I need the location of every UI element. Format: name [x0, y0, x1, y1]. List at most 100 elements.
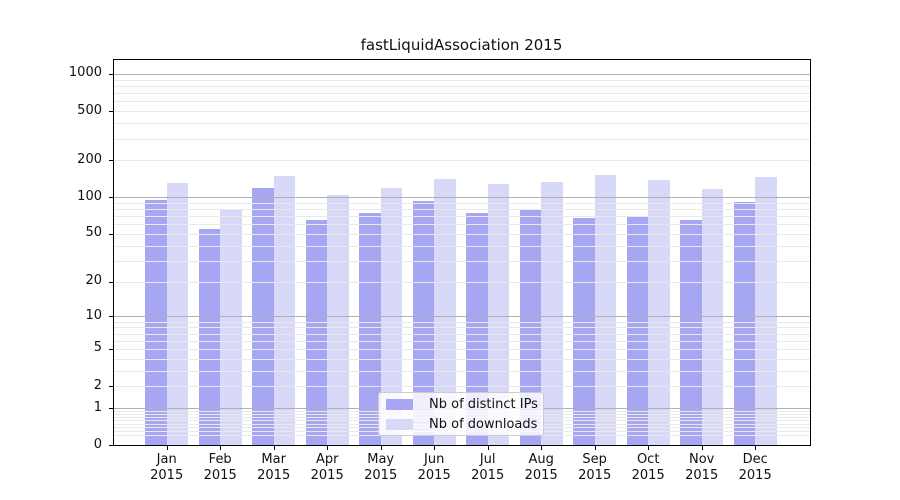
x-tick-month: Feb [208, 452, 232, 468]
x-tick-month: Dec [742, 452, 768, 468]
y-tick-label: 2 [93, 377, 102, 393]
y-tick-mark [109, 281, 113, 283]
y-tick-label: 10 [85, 307, 102, 323]
bar-downloads-mar [273, 175, 296, 446]
legend-label-distinct-ips: Nb of distinct IPs [429, 396, 538, 412]
x-tick-label: Jun 2015 [407, 452, 461, 484]
bar-distinct-ips-aug [519, 209, 542, 446]
legend-item-distinct-ips: Nb of distinct IPs [386, 396, 538, 412]
bar-downloads-aug [541, 181, 563, 446]
x-tick-month: Jan [156, 452, 177, 468]
x-tick-year: 2015 [471, 468, 505, 484]
x-tick-mark [166, 445, 168, 450]
x-tick-mark [380, 445, 382, 450]
bar-distinct-ips-feb [198, 228, 221, 446]
x-tick-mark [273, 445, 275, 450]
x-tick-month: May [367, 452, 395, 468]
legend-item-downloads: Nb of downloads [386, 416, 538, 432]
x-tick-mark [648, 445, 650, 450]
gridline-minor [113, 321, 810, 323]
x-tick-year: 2015 [310, 468, 344, 484]
x-tick-mark [541, 445, 543, 450]
x-tick-month: Jun [424, 452, 445, 468]
gridline-minor [113, 209, 810, 211]
gridline-minor [113, 386, 810, 388]
bar-downloads-feb [220, 209, 242, 446]
gridline-minor [113, 233, 810, 235]
y-tick-mark [109, 445, 113, 447]
bar-downloads-sep [594, 174, 617, 446]
y-tick-label: 200 [77, 151, 102, 167]
gridline-major [113, 197, 810, 199]
y-tick-label: 500 [77, 102, 102, 118]
x-tick-mark [487, 445, 489, 450]
x-tick-label: Nov 2015 [675, 452, 729, 484]
gridline-minor [113, 260, 810, 262]
gridline-minor [113, 358, 810, 360]
y-tick-label: 1000 [68, 65, 102, 81]
x-tick-label: Mar 2015 [247, 452, 301, 484]
bar-distinct-ips-sep [573, 218, 595, 446]
gridline-major [113, 73, 810, 75]
gridline-minor [113, 340, 810, 342]
x-tick-mark [220, 445, 222, 450]
gridline-minor [113, 370, 810, 372]
x-tick-label: Aug 2015 [514, 452, 568, 484]
x-tick-label: Jul 2015 [461, 452, 515, 484]
x-tick-mark [701, 445, 703, 450]
x-tick-year: 2015 [150, 468, 184, 484]
bar-downloads-jul [487, 184, 510, 446]
x-tick-month: Oct [636, 452, 660, 468]
x-tick-month: Aug [528, 452, 554, 468]
gridline-minor [113, 160, 810, 162]
gridline-minor [113, 216, 810, 218]
gridline-minor [113, 101, 810, 103]
bar-downloads-apr [327, 195, 349, 446]
gridline-minor [113, 85, 810, 87]
x-tick-mark [434, 445, 436, 450]
x-tick-label: Jan 2015 [140, 452, 194, 484]
bar-downloads-jan [166, 183, 189, 446]
x-tick-label: Oct 2015 [621, 452, 675, 484]
bar-downloads-dec [755, 177, 777, 446]
y-tick-label: 5 [93, 340, 102, 356]
x-tick-year: 2015 [631, 468, 665, 484]
bar-distinct-ips-mar [252, 187, 274, 446]
gridline-minor [113, 111, 810, 113]
bar-downloads-may [380, 187, 403, 446]
x-tick-year: 2015 [685, 468, 719, 484]
y-tick-mark [109, 408, 113, 410]
y-tick-label: 0 [93, 436, 102, 452]
x-tick-label: Sep 2015 [568, 452, 622, 484]
bar-downloads-oct [648, 180, 670, 446]
y-tick-mark [109, 233, 113, 235]
legend-swatch-distinct-ips [386, 398, 413, 410]
bar-distinct-ips-nov [680, 220, 702, 446]
x-tick-year: 2015 [364, 468, 398, 484]
y-tick-mark [109, 160, 113, 162]
legend-label-downloads: Nb of downloads [429, 416, 538, 432]
y-tick-label: 100 [77, 188, 102, 204]
gridline-minor [113, 123, 810, 125]
gridline-minor [113, 79, 810, 81]
x-tick-year: 2015 [417, 468, 451, 484]
y-tick-label: 50 [85, 225, 102, 241]
y-tick-mark [109, 316, 113, 318]
gridline-minor [113, 245, 810, 247]
x-tick-year: 2015 [578, 468, 612, 484]
x-tick-month: Sep [582, 452, 607, 468]
bar-distinct-ips-oct [626, 216, 649, 446]
y-tick-label: 1 [93, 399, 102, 415]
y-tick-mark [109, 348, 113, 350]
x-tick-month: Apr [315, 452, 339, 468]
y-tick-mark [109, 73, 113, 75]
x-tick-month: Jul [479, 452, 496, 468]
y-tick-mark [109, 386, 113, 388]
x-tick-year: 2015 [738, 468, 772, 484]
x-tick-label: Dec 2015 [728, 452, 782, 484]
gridline-minor [113, 333, 810, 335]
legend-swatch-downloads [386, 418, 413, 430]
bar-distinct-ips-apr [305, 220, 328, 446]
gridline-minor [113, 327, 810, 329]
